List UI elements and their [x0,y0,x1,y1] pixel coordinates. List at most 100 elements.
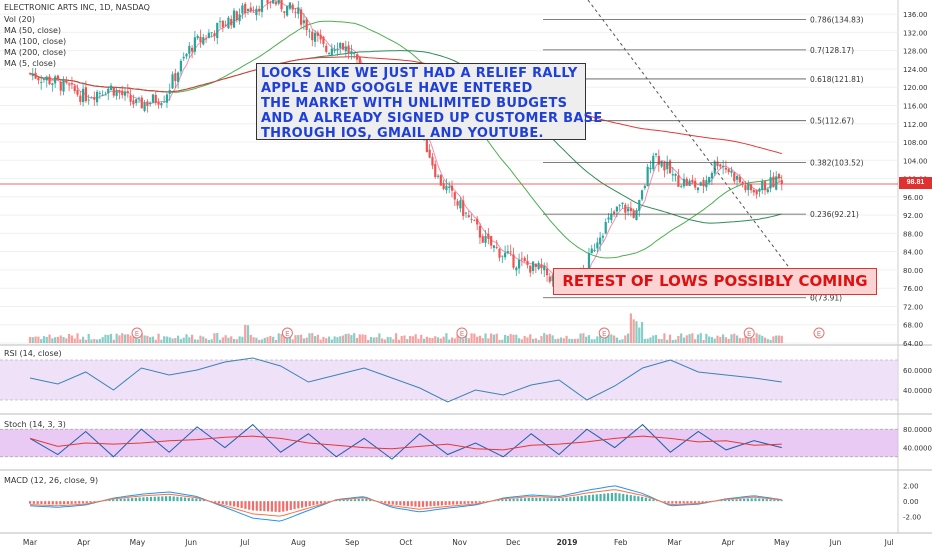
candle-body [79,95,82,102]
volume-bar [177,335,180,343]
candle-body [48,76,51,85]
volume-bar [272,336,275,343]
volume-bar [643,338,646,343]
candle-body [464,212,468,214]
macd-histogram-bar [610,492,613,502]
volume-bar [766,339,769,343]
candle-body [763,181,767,191]
candle-body [224,24,227,26]
candle-body [171,74,174,89]
price-tick-label: 68.00 [903,322,923,330]
volume-bar [34,336,37,343]
volume-bar [87,333,90,343]
time-tick-label: May [130,538,146,547]
macd-histogram-bar [497,500,500,502]
volume-bar [445,333,448,343]
candle-body [98,92,101,94]
candle-body [355,54,359,60]
macd-histogram-bar [248,501,251,510]
candle-body [448,186,451,188]
volume-bar [540,336,543,343]
macd-histogram-bar [667,501,670,504]
fibonacci-levels: 0.786(134.83) 0.7(128.17) 0.618(121.81) 0.5… [543,15,864,303]
macd-histogram-bar [149,496,153,502]
macd-histogram-bar [380,501,383,503]
volume-bar [523,335,526,343]
macd-histogram-bar [780,500,783,502]
macd-histogram-bar [591,494,595,502]
candle-body [640,190,644,200]
rsi-title[interactable]: RSI (14, close) [4,349,62,358]
candle-body [492,245,496,248]
macd-histogram-bar [652,499,655,502]
legend-ma200[interactable]: MA (200, close) [4,48,67,57]
macd-histogram-bar [66,501,69,505]
candle-body [40,82,43,83]
macd-histogram-bar [202,500,205,502]
legend-ma100[interactable]: MA (100, close) [4,37,67,46]
candle-body [473,219,476,221]
stoch-title[interactable]: Stoch (14, 3, 3) [4,420,66,429]
macd-histogram-bar [138,497,141,502]
volume-bar [288,336,292,343]
macd-title[interactable]: MACD (12, 26, close, 9) [4,476,99,485]
oscillator-tick-label: 80.0000 [903,426,932,434]
symbol-title: ELECTRONIC ARTS INC, 1D, NASDAQ [4,3,150,12]
volume-bar [417,338,420,343]
volume-bar [694,339,697,343]
volume-bar [599,335,602,343]
legend-ma5[interactable]: MA (5, close) [4,59,56,68]
candle-body [90,97,93,99]
volume-bar [277,333,280,343]
candle-body [160,103,163,106]
fib-level-label: 0.618(121.81) [810,75,864,84]
candle-body [238,14,241,22]
candle-body [249,7,252,12]
macd-histogram-bar [282,501,285,512]
volume-bar [232,338,236,343]
candle-body [272,0,275,4]
volume-bar [93,338,96,343]
oscillator-signal-line [29,435,782,451]
volume-bar [453,338,456,343]
candle-body [618,205,621,207]
macd-histogram-bar [255,501,258,511]
macd-histogram-bar [391,501,394,505]
volume-bar [151,336,155,343]
macd-histogram-bar [686,501,689,504]
legend-ma50[interactable]: MA (50, close) [4,26,62,35]
candlesticks [28,0,783,295]
volume-bar [666,339,669,343]
macd-histogram-bar [278,501,281,513]
candle-body [682,178,686,187]
macd-histogram-bar [542,498,545,502]
macd-histogram-bar [701,501,704,503]
volume-bar [554,339,557,343]
candle-body [347,45,350,54]
volume-bar [274,339,278,343]
volume-bar [696,334,700,343]
volume-bar [193,339,196,343]
trendline [587,0,813,299]
volume-bar [51,338,54,343]
annotation-warning[interactable]: RETEST OF LOWS POSSIBLY COMING [553,268,877,295]
candle-body [135,99,138,104]
volume-bar [738,338,741,343]
volume-bar [375,337,378,343]
macd-histogram-bar [289,501,292,511]
annotation-note[interactable]: LOOKS LIKE WE JUST HAD A RELIEF RALLY AP… [256,63,602,141]
volume-bar [45,336,48,343]
candle-body [31,74,34,76]
volume-bar [299,334,303,343]
time-tick-label: Aug [291,538,306,547]
oscillator-line [29,423,782,460]
volume-bar [31,337,34,343]
earnings-marker [456,327,468,339]
volume-bar [266,337,269,343]
volume-bar [372,337,375,343]
macd-tick-label: -2.00 [903,514,921,522]
volume-bar [462,338,465,343]
volume-bar [174,338,177,343]
macd-histogram-bar [724,499,727,502]
legend-vol[interactable]: Vol (20) [4,15,35,24]
